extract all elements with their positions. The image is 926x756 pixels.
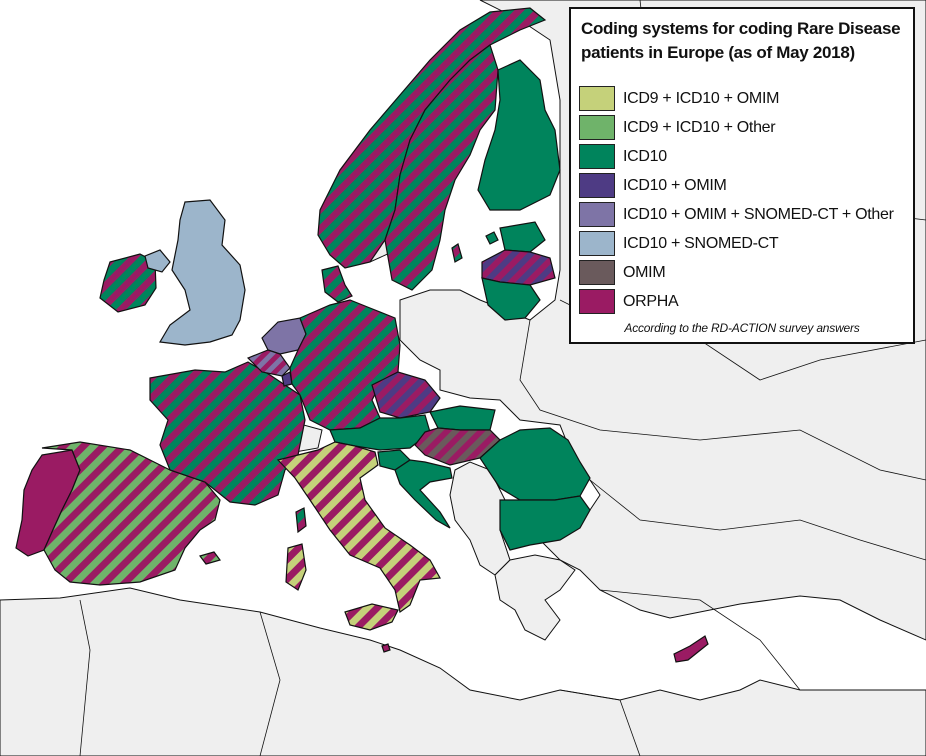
legend-item: ICD10 + SNOMED-CT <box>579 229 915 258</box>
legend-swatch <box>579 115 615 140</box>
country-sweden-gotland <box>451 243 463 263</box>
legend-title: Coding systems for coding Rare Disease p… <box>581 19 901 62</box>
legend-label: ORPHA <box>623 292 679 310</box>
country-romania[interactable] <box>479 427 591 501</box>
legend-swatch <box>579 144 615 169</box>
country-northern-ireland[interactable] <box>144 249 171 273</box>
legend-items: ICD9 + ICD10 + OMIM ICD9 + ICD10 + Other I… <box>579 84 915 316</box>
country-denmark[interactable] <box>321 265 353 303</box>
legend-label: OMIM <box>623 263 666 281</box>
country-italy[interactable] <box>276 441 441 614</box>
legend-label: ICD10 + SNOMED-CT <box>623 234 779 252</box>
legend-note: According to the RD-ACTION survey answer… <box>624 321 860 335</box>
legend-swatch <box>579 173 615 198</box>
legend-swatch <box>579 260 615 285</box>
legend-item: ICD9 + ICD10 + OMIM <box>579 84 915 113</box>
legend-swatch <box>579 86 615 111</box>
country-estonia[interactable] <box>499 221 546 253</box>
legend-item: ICD10 <box>579 142 915 171</box>
country-uk[interactable] <box>159 199 246 346</box>
country-spain-balearic <box>198 551 222 565</box>
country-bulgaria[interactable] <box>499 495 591 551</box>
country-sweden[interactable] <box>384 44 499 291</box>
legend-swatch <box>579 202 615 227</box>
legend: Coding systems for coding Rare Disease p… <box>569 7 915 344</box>
country-czech-republic[interactable] <box>371 371 441 419</box>
country-finland-aland <box>485 231 499 245</box>
country-italy-sicily <box>344 603 399 631</box>
country-france[interactable] <box>149 361 306 506</box>
legend-label: ICD10 + OMIM <box>623 176 727 194</box>
country-slovakia[interactable] <box>429 405 496 431</box>
legend-item: ORPHA <box>579 287 915 316</box>
country-cyprus[interactable] <box>673 635 709 663</box>
legend-label: ICD10 + OMIM + SNOMED-CT + Other <box>623 205 894 223</box>
legend-item: OMIM <box>579 258 915 287</box>
legend-label: ICD10 <box>623 147 667 165</box>
legend-label: ICD9 + ICD10 + Other <box>623 118 776 136</box>
countries <box>15 7 709 663</box>
country-italy-sardinia <box>285 543 307 591</box>
legend-label: ICD9 + ICD10 + OMIM <box>623 89 780 107</box>
country-france-corsica <box>295 507 307 534</box>
country-malta[interactable] <box>381 643 391 653</box>
country-finland[interactable] <box>477 59 561 211</box>
legend-item: ICD10 + OMIM + SNOMED-CT + Other <box>579 200 915 229</box>
legend-swatch <box>579 289 615 314</box>
legend-item: ICD10 + OMIM <box>579 171 915 200</box>
legend-swatch <box>579 231 615 256</box>
country-croatia[interactable] <box>394 459 453 529</box>
legend-item: ICD9 + ICD10 + Other <box>579 113 915 142</box>
country-lithuania[interactable] <box>481 277 541 321</box>
